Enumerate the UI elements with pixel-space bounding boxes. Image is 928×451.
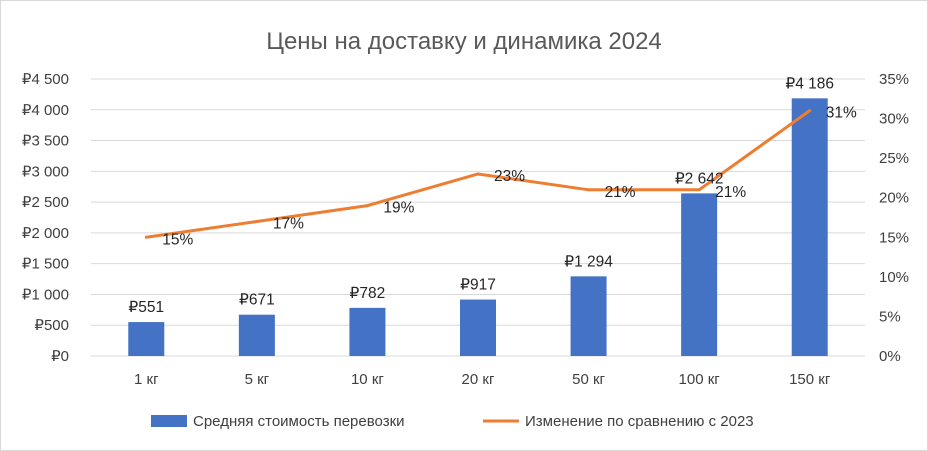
legend-line-label: Изменение по сравнению с 2023 bbox=[525, 413, 754, 430]
legend-bar-swatch bbox=[151, 415, 187, 427]
legend: Средняя стоимость перевозки Изменение по… bbox=[151, 413, 754, 430]
right-axis-tick-label: 10% bbox=[879, 269, 909, 286]
line-point bbox=[587, 188, 591, 192]
chart-title: Цены на доставку и динамика 2024 bbox=[266, 28, 662, 55]
left-y-axis: ₽0 ₽500 ₽1 000 ₽1 500 ₽2 000 ₽2 500 ₽3 000 ₽3 5… bbox=[22, 71, 69, 365]
left-axis-tick-label: ₽4 500 bbox=[22, 71, 69, 88]
right-axis-tick-label: 0% bbox=[879, 348, 901, 365]
bar-series bbox=[128, 98, 828, 357]
line-point bbox=[144, 235, 148, 239]
line-data-label: 21% bbox=[605, 184, 636, 201]
left-axis-tick-label: ₽2 500 bbox=[22, 194, 69, 211]
right-axis-tick-label: 20% bbox=[879, 190, 909, 207]
bar-data-label: ₽551 bbox=[128, 299, 164, 316]
gridlines bbox=[91, 78, 865, 357]
line-data-label: 21% bbox=[715, 184, 746, 201]
line-data-label: 31% bbox=[826, 105, 857, 122]
right-axis-tick-label: 5% bbox=[879, 308, 901, 325]
left-axis-tick-label: ₽1 000 bbox=[22, 286, 69, 303]
bar bbox=[349, 307, 386, 356]
right-y-axis: 0% 5% 10% 15% 20% 25% 30% 35% bbox=[879, 71, 909, 365]
left-axis-tick-label: ₽1 500 bbox=[22, 256, 69, 273]
x-axis-tick-label: 10 кг bbox=[351, 371, 384, 388]
line-data-label: 19% bbox=[383, 200, 414, 217]
data-labels: ₽551 ₽671 ₽782 ₽917 ₽1 294 ₽2 642 ₽4 186 15% 17%… bbox=[128, 75, 857, 316]
bar bbox=[128, 322, 165, 356]
bar-data-label: ₽782 bbox=[350, 285, 386, 302]
line-data-label: 17% bbox=[273, 215, 304, 232]
line-point bbox=[255, 219, 259, 223]
x-axis-tick-label: 20 кг bbox=[462, 371, 495, 388]
x-axis-tick-label: 1 кг bbox=[134, 371, 159, 388]
right-axis-tick-label: 35% bbox=[879, 71, 909, 88]
line-point bbox=[365, 204, 369, 208]
bar bbox=[791, 98, 828, 357]
left-axis-tick-label: ₽2 000 bbox=[22, 225, 69, 242]
bar bbox=[681, 193, 718, 356]
x-axis-tick-label: 150 кг bbox=[789, 371, 831, 388]
bar bbox=[238, 314, 275, 356]
line-point bbox=[697, 188, 701, 192]
legend-bar-label: Средняя стоимость перевозки bbox=[193, 413, 405, 430]
bar bbox=[570, 276, 607, 356]
x-axis: 1 кг 5 кг 10 кг 20 кг 50 кг 100 кг 150 кг bbox=[134, 371, 831, 388]
bar-data-label: ₽1 294 bbox=[564, 253, 613, 270]
left-axis-tick-label: ₽3 500 bbox=[22, 133, 69, 150]
bar-data-label: ₽917 bbox=[460, 277, 496, 294]
line-point bbox=[476, 172, 480, 176]
left-axis-tick-label: ₽0 bbox=[51, 348, 69, 365]
line-data-label: 15% bbox=[162, 231, 193, 248]
right-axis-tick-label: 30% bbox=[879, 111, 909, 128]
bar-data-label: ₽4 186 bbox=[785, 75, 834, 92]
x-axis-tick-label: 5 кг bbox=[245, 371, 270, 388]
bar bbox=[460, 299, 496, 356]
bar-data-label: ₽2 642 bbox=[675, 170, 724, 187]
right-axis-tick-label: 15% bbox=[879, 229, 909, 246]
x-axis-tick-label: 50 кг bbox=[572, 371, 605, 388]
bar-data-label: ₽671 bbox=[239, 292, 275, 309]
left-axis-tick-label: ₽4 000 bbox=[22, 102, 69, 119]
x-axis-tick-label: 100 кг bbox=[679, 371, 721, 388]
line-point bbox=[808, 109, 812, 113]
left-axis-tick-label: ₽500 bbox=[34, 317, 69, 334]
line-data-label: 23% bbox=[494, 168, 525, 185]
left-axis-tick-label: ₽3 000 bbox=[22, 163, 69, 180]
right-axis-tick-label: 25% bbox=[879, 150, 909, 167]
line-series bbox=[144, 109, 812, 239]
